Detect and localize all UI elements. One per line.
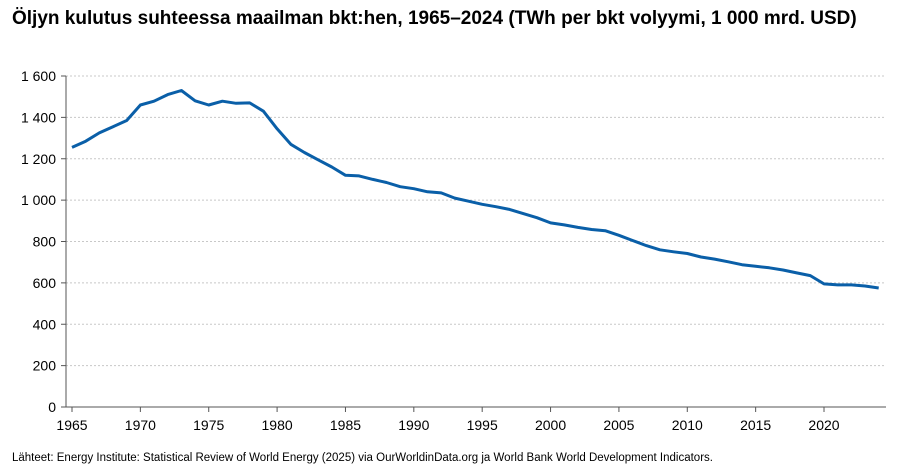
x-tick-label: 1970 bbox=[125, 417, 156, 433]
y-tick-label: 800 bbox=[33, 234, 57, 250]
x-tick-label: 1990 bbox=[398, 417, 429, 433]
x-tick-label: 2020 bbox=[808, 417, 839, 433]
x-tick-label: 1980 bbox=[262, 417, 293, 433]
source-note: Lähteet: Energy Institute: Statistical R… bbox=[12, 452, 713, 464]
y-tick-label: 400 bbox=[33, 316, 57, 332]
y-tick-label: 200 bbox=[33, 358, 57, 374]
chart-title: Öljyn kulutus suhteessa maailman bkt:hen… bbox=[12, 8, 857, 29]
x-tick-label: 2005 bbox=[603, 417, 634, 433]
x-tick-label: 1975 bbox=[193, 417, 224, 433]
x-tick-label: 2015 bbox=[740, 417, 771, 433]
y-tick-label: 1 400 bbox=[21, 109, 56, 125]
x-tick-label: 2000 bbox=[535, 417, 566, 433]
x-tick-label: 1965 bbox=[56, 417, 87, 433]
x-tick-label: 1985 bbox=[330, 417, 361, 433]
y-tick-label: 1 200 bbox=[21, 151, 56, 167]
x-tick-label: 1995 bbox=[467, 417, 498, 433]
y-tick-label: 600 bbox=[33, 275, 57, 291]
series-line bbox=[71, 89, 879, 290]
y-tick-label: 1 000 bbox=[21, 192, 56, 208]
x-tick-label: 2010 bbox=[672, 417, 703, 433]
y-tick-label: 0 bbox=[48, 399, 56, 415]
y-tick-label: 1 600 bbox=[21, 68, 56, 84]
